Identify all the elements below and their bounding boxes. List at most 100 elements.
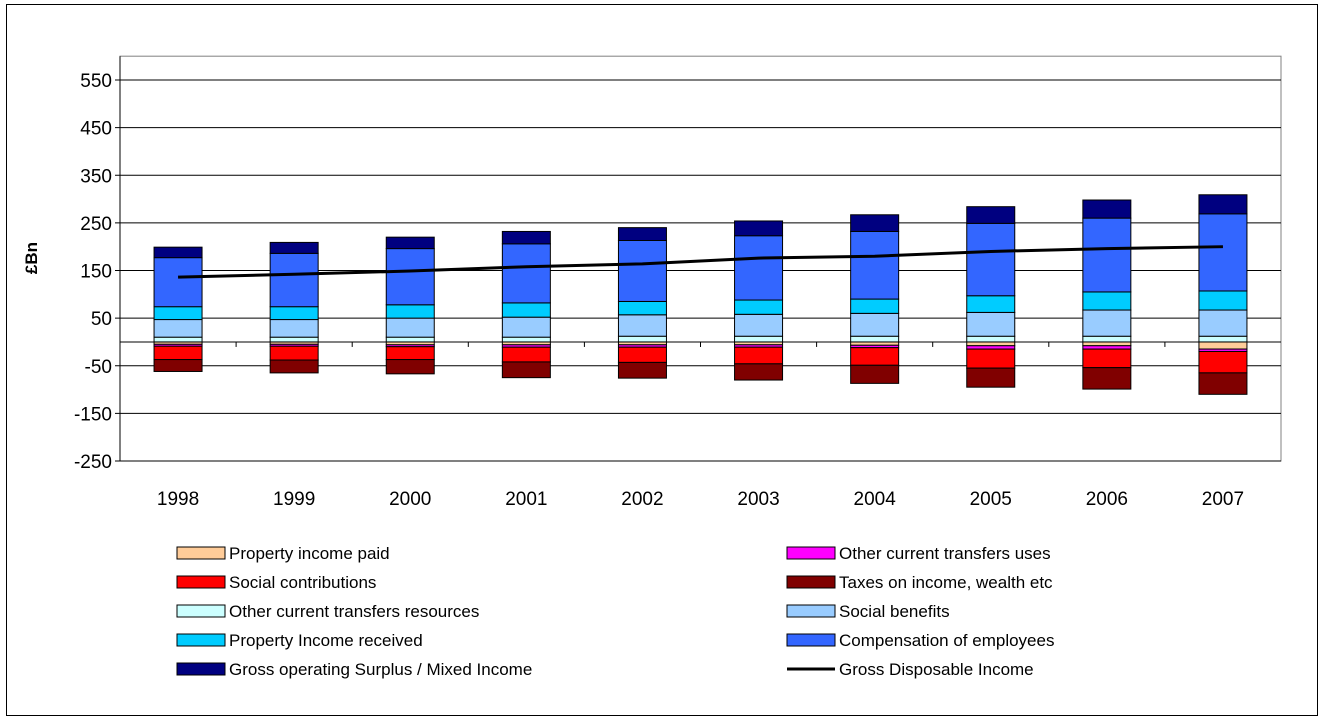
- bar-segment: [501, 230, 551, 245]
- y-tick-label: -250: [74, 452, 112, 473]
- bar-segment: [385, 317, 435, 338]
- legend-item: Gross operating Surplus / Mixed Income: [176, 660, 532, 679]
- bar-segment: [153, 246, 203, 259]
- bar-segment: [850, 335, 900, 343]
- bar-segment: [1082, 345, 1132, 350]
- bar-segment: [385, 248, 435, 306]
- gdi-line-layer: [178, 245, 1223, 279]
- legend-item: Taxes on income, wealth etc: [786, 573, 1053, 592]
- legend-swatch: [176, 546, 226, 560]
- bar-segment: [501, 302, 551, 318]
- bar-segment: [501, 336, 551, 343]
- bar-segment: [1198, 213, 1248, 292]
- bar-segment: [617, 239, 667, 302]
- bars: [153, 194, 1248, 395]
- legend-label: Property Income received: [229, 631, 423, 650]
- bar-segment: [269, 306, 319, 321]
- bar-segment: [1198, 372, 1248, 395]
- bar-segment: [966, 222, 1016, 297]
- bar-segment: [153, 359, 203, 372]
- legend-item: Other current transfers resources: [176, 602, 479, 621]
- bar-segment: [734, 363, 784, 381]
- bar-segment: [501, 243, 551, 304]
- bar-segment: [617, 300, 667, 316]
- legend-label: Taxes on income, wealth etc: [839, 573, 1053, 592]
- legend-swatch: [176, 633, 226, 647]
- gdi-line: [178, 245, 1223, 279]
- bar-segment: [153, 306, 203, 321]
- legend-item: Property income paid: [176, 544, 390, 563]
- bar-segment: [1082, 199, 1132, 219]
- legend-swatch: [786, 546, 836, 560]
- bar-segment: [1198, 290, 1248, 311]
- bar-segment: [1082, 341, 1132, 347]
- bar-segment: [269, 319, 319, 338]
- bar-segment: [617, 314, 667, 337]
- legend-swatch: [176, 662, 226, 676]
- legend-item: Property Income received: [176, 631, 423, 650]
- bar-segment: [153, 336, 203, 343]
- legend-swatch: [786, 575, 836, 589]
- chart-frame: 550 450 350 250 150 50 -50 -150 -250 1998 1999 2000…: [6, 4, 1318, 716]
- x-tick-label: 1999: [273, 489, 315, 510]
- legend-label: Compensation of employees: [839, 631, 1054, 650]
- bar-segment: [1082, 217, 1132, 293]
- bar-segment: [1198, 350, 1248, 374]
- bar-segment: [617, 335, 667, 343]
- stacked-bar-chart: 550 450 350 250 150 50 -50 -150 -250 1998 1999 2000…: [22, 55, 1282, 679]
- bar-segment: [1082, 309, 1132, 337]
- x-tick-label: 2007: [1202, 489, 1244, 510]
- bar-segment: [269, 241, 319, 254]
- x-tick-label: 2004: [854, 489, 897, 510]
- bar-segment: [153, 345, 203, 361]
- bar-segment: [850, 341, 900, 346]
- y-tick-label: 150: [80, 262, 112, 283]
- legend-label: Gross operating Surplus / Mixed Income: [229, 660, 532, 679]
- bar-segment: [966, 348, 1016, 369]
- bar-segment: [966, 341, 1016, 347]
- axes: 550 450 350 250 150 50 -50 -150 -250 1998 1999 2000…: [74, 56, 1281, 510]
- legend-label: Gross Disposable Income: [839, 660, 1034, 679]
- bar-segment: [966, 311, 1016, 337]
- bar-segment: [1198, 194, 1248, 215]
- x-tick-label: 2006: [1086, 489, 1128, 510]
- x-tick-label: 2002: [621, 489, 663, 510]
- bar-segment: [734, 346, 784, 365]
- bar-segment: [153, 257, 203, 308]
- legend-label: Social benefits: [839, 602, 950, 621]
- y-tick-label: 550: [80, 71, 112, 92]
- bar-segment: [385, 346, 435, 361]
- bar-segment: [1198, 309, 1248, 337]
- bar-segment: [1198, 335, 1248, 343]
- y-axis-title: £Bn: [22, 242, 41, 274]
- bar-segment: [269, 359, 319, 374]
- bar-segment: [269, 252, 319, 308]
- y-tick-label: 50: [91, 309, 112, 330]
- legend-item: Gross Disposable Income: [787, 660, 1034, 679]
- bar-segment: [850, 364, 900, 384]
- bar-segment: [385, 336, 435, 343]
- bar-segment: [734, 313, 784, 337]
- bar-segment: [966, 367, 1016, 388]
- y-tick-label: 350: [80, 166, 112, 187]
- y-tick-label: -150: [74, 404, 112, 425]
- legend-swatch: [176, 604, 226, 618]
- bar-segment: [269, 336, 319, 343]
- x-tick-label: 2000: [389, 489, 431, 510]
- bar-segment: [1082, 348, 1132, 369]
- y-tick-label: 450: [80, 119, 112, 140]
- bar-segment: [850, 312, 900, 337]
- bar-segment: [501, 346, 551, 363]
- legend: Property income paid Other current transf…: [176, 544, 1054, 679]
- bar-segment: [966, 206, 1016, 224]
- bar-segment: [734, 299, 784, 315]
- legend-item: Other current transfers uses: [786, 544, 1051, 563]
- bar-segment: [617, 346, 667, 363]
- bar-segment: [385, 304, 435, 319]
- bar-segment: [153, 319, 203, 338]
- bar-segment: [734, 220, 784, 237]
- legend-label: Property income paid: [229, 544, 390, 563]
- bar-segment: [1082, 291, 1132, 311]
- bar-segment: [1198, 341, 1248, 350]
- bar-segment: [850, 214, 900, 232]
